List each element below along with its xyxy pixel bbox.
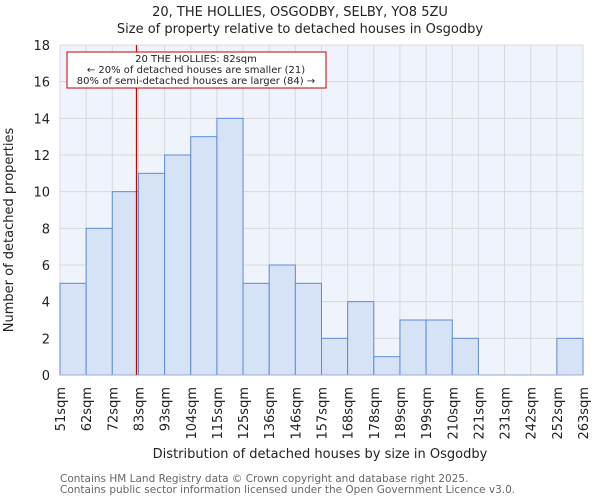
y-tick-label: 10 — [33, 186, 50, 201]
x-tick-label: 62sqm — [80, 387, 95, 431]
y-tick-label: 4 — [42, 296, 50, 311]
histogram-bar — [137, 172, 166, 376]
y-tick-label: 6 — [42, 259, 50, 274]
annotation-line3: 80% of semi-detached houses are larger (… — [77, 76, 315, 87]
histogram-bar — [451, 337, 479, 376]
chart-subtitle: Size of property relative to detached ho… — [117, 22, 484, 37]
histogram-bar — [242, 282, 270, 376]
x-tick-label: 178sqm — [368, 387, 383, 440]
x-tick-label: 104sqm — [185, 387, 200, 440]
y-tick-label: 8 — [42, 222, 50, 237]
x-tick-label: 157sqm — [316, 387, 331, 440]
x-tick-label: 242sqm — [525, 387, 540, 440]
histogram-bar — [268, 264, 296, 376]
x-tick-label: 231sqm — [499, 387, 514, 440]
histogram-bar — [321, 337, 349, 376]
histogram-bar — [111, 191, 139, 376]
x-tick-label: 115sqm — [211, 387, 226, 440]
x-tick-label: 93sqm — [159, 387, 174, 431]
histogram-bar — [425, 319, 453, 376]
footer-line2: Contains public sector information licen… — [60, 484, 516, 496]
annotation-line1: 20 THE HOLLIES: 82sqm — [135, 54, 257, 65]
y-axis-label: Number of detached properties — [2, 128, 17, 333]
histogram-bar — [190, 136, 218, 376]
histogram-bar — [294, 282, 323, 376]
x-tick-label: 168sqm — [342, 387, 357, 440]
x-tick-label: 146sqm — [289, 387, 304, 440]
y-tick-label: 14 — [33, 112, 50, 127]
histogram-bar — [164, 154, 192, 376]
x-tick-label: 51sqm — [54, 387, 69, 431]
histogram-bar — [59, 282, 87, 376]
x-axis-label: Distribution of detached houses by size … — [153, 447, 488, 462]
annotation-box: 20 THE HOLLIES: 82sqm ← 20% of detached … — [66, 51, 327, 89]
histogram-bar — [373, 356, 401, 376]
x-tick-label: 263sqm — [577, 387, 592, 440]
histogram-bar — [216, 117, 244, 376]
x-tick-label: 136sqm — [263, 387, 278, 440]
histogram-bar — [556, 337, 584, 376]
chart-title: 20, THE HOLLIES, OSGODBY, SELBY, YO8 5ZU — [152, 5, 448, 20]
y-tick-label: 0 — [42, 369, 50, 384]
y-tick-label: 2 — [42, 332, 50, 347]
x-tick-label: 72sqm — [106, 387, 121, 431]
histogram-bar — [85, 227, 113, 376]
y-tick-label: 16 — [33, 76, 50, 91]
histogram-bar — [347, 301, 375, 376]
x-tick-label: 252sqm — [551, 387, 566, 440]
y-tick-label: 18 — [33, 39, 50, 54]
x-tick-label: 125sqm — [237, 387, 252, 440]
histogram-bar — [399, 319, 427, 376]
x-tick-label: 199sqm — [420, 387, 435, 440]
annotation-line2: ← 20% of detached houses are smaller (21… — [87, 65, 305, 76]
x-tick-label: 189sqm — [394, 387, 409, 440]
x-tick-label: 83sqm — [132, 387, 147, 431]
x-tick-label: 221sqm — [472, 387, 487, 440]
x-tick-label: 210sqm — [446, 387, 461, 440]
footer-line1: Contains HM Land Registry data © Crown c… — [60, 473, 469, 485]
y-tick-label: 12 — [33, 149, 50, 164]
